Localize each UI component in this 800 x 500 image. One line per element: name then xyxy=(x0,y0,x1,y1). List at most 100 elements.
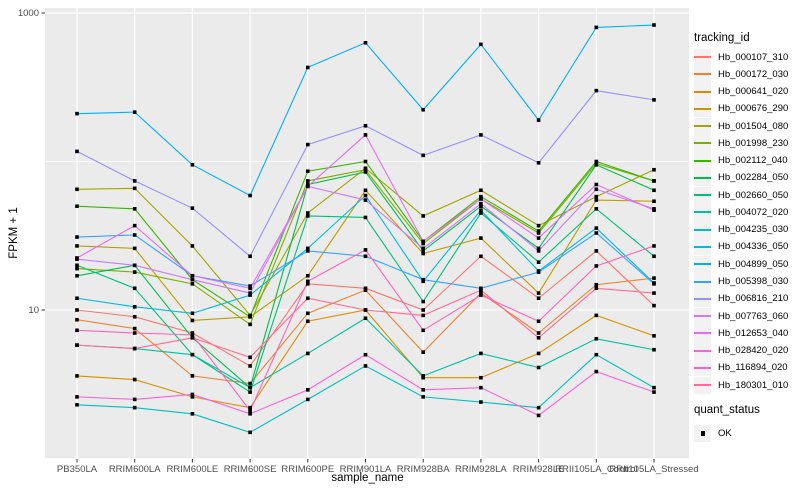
data-point xyxy=(190,331,195,335)
legend-line-icon xyxy=(694,107,711,110)
data-point xyxy=(363,364,368,368)
data-point xyxy=(363,286,368,291)
data-point xyxy=(536,246,541,251)
data-point xyxy=(536,223,541,228)
data-point xyxy=(190,244,195,248)
legend-key-swatch xyxy=(694,83,711,101)
legend-title-tracking-id: tracking_id xyxy=(694,32,750,44)
x-axis-title: sample_name xyxy=(331,472,404,484)
data-point xyxy=(306,319,310,324)
data-point xyxy=(652,23,656,27)
data-point xyxy=(421,328,425,333)
legend-item-label: Hb_004899_050 xyxy=(718,258,789,270)
data-point xyxy=(75,111,79,116)
data-point xyxy=(536,229,541,233)
plot-panel xyxy=(45,8,689,459)
legend-item-Hb_000676_290: Hb_000676_290 xyxy=(694,100,788,118)
legend-item-label: Hb_012653_040 xyxy=(718,327,789,339)
data-point xyxy=(248,408,252,413)
data-point xyxy=(652,244,656,248)
data-point xyxy=(306,169,310,174)
legend-line-icon xyxy=(694,142,711,145)
x-tick-label: RRIM928BA xyxy=(397,464,450,475)
data-point xyxy=(306,279,310,284)
legend-key-swatch xyxy=(694,48,711,66)
legend-item-label: Hb_004235_030 xyxy=(718,224,789,236)
data-point xyxy=(421,239,425,244)
data-point xyxy=(306,273,310,278)
legend-line-icon xyxy=(694,73,711,76)
data-point xyxy=(306,214,310,218)
legend-line-icon xyxy=(694,194,711,197)
legend-key-swatch xyxy=(694,307,711,325)
data-point xyxy=(652,347,656,352)
data-point xyxy=(594,286,599,291)
data-point xyxy=(190,411,195,416)
data-point xyxy=(75,328,79,333)
data-point xyxy=(536,296,541,301)
legend-item-label: Hb_001998_230 xyxy=(718,137,789,149)
legend-title-quant-status: quant_status xyxy=(694,404,760,416)
data-point xyxy=(652,188,656,193)
x-tick-label: RRIM600LA xyxy=(109,464,161,475)
data-point xyxy=(652,179,656,183)
data-point xyxy=(421,374,425,378)
legend-item-label: Hb_007763_060 xyxy=(718,310,789,322)
data-point xyxy=(248,291,252,295)
data-point xyxy=(306,388,310,392)
data-point xyxy=(479,375,483,380)
legend-key-swatch xyxy=(694,169,711,187)
legend-line-icon xyxy=(694,176,711,179)
data-point xyxy=(132,346,137,351)
legend: tracking_id Hb_000107_310 Hb_000172_030 Hb… xyxy=(694,0,800,500)
x-tick-label: RRII105LA_Stressed xyxy=(609,464,698,475)
legend-line-icon xyxy=(694,366,711,369)
data-point xyxy=(190,392,195,397)
data-point xyxy=(421,313,425,318)
data-point xyxy=(248,314,252,319)
data-point xyxy=(421,246,425,251)
data-point xyxy=(479,197,483,201)
data-point xyxy=(75,263,79,268)
data-point xyxy=(306,249,310,253)
data-point xyxy=(363,288,368,292)
data-point xyxy=(132,179,137,183)
data-point xyxy=(594,313,599,318)
data-point xyxy=(132,314,137,319)
data-point xyxy=(306,351,310,356)
legend-key-swatch xyxy=(694,238,711,256)
data-point xyxy=(594,282,599,287)
data-point xyxy=(536,291,541,295)
data-point xyxy=(132,326,137,331)
legend-key-swatch xyxy=(694,342,711,360)
legend-key-swatch xyxy=(694,424,711,442)
legend-item-label: Hb_002660_050 xyxy=(718,189,789,201)
data-point xyxy=(594,352,599,357)
data-point xyxy=(536,331,541,335)
data-point xyxy=(248,405,252,410)
legend-line-icon xyxy=(694,384,711,387)
legend-item-Hb_000107_310: Hb_000107_310 xyxy=(694,48,788,66)
data-point xyxy=(594,336,599,341)
legend-key-swatch xyxy=(694,186,711,204)
data-point xyxy=(536,161,541,165)
data-point xyxy=(421,350,425,354)
data-point xyxy=(594,88,599,93)
x-tick-label: RRIM928LA xyxy=(455,464,507,475)
data-point xyxy=(594,159,599,164)
data-point xyxy=(479,254,483,259)
legend-item-Hb_180301_010: Hb_180301_010 xyxy=(694,376,788,394)
data-point xyxy=(421,299,425,304)
data-point xyxy=(75,273,79,278)
data-point xyxy=(421,107,425,112)
data-point xyxy=(306,282,310,286)
data-point xyxy=(421,277,425,282)
data-point xyxy=(306,211,310,215)
data-point xyxy=(479,385,483,390)
data-point xyxy=(536,270,541,274)
data-point xyxy=(421,395,425,399)
legend-key-swatch xyxy=(694,290,711,308)
data-point xyxy=(479,286,483,291)
data-point xyxy=(536,413,541,418)
data-point xyxy=(479,211,483,215)
